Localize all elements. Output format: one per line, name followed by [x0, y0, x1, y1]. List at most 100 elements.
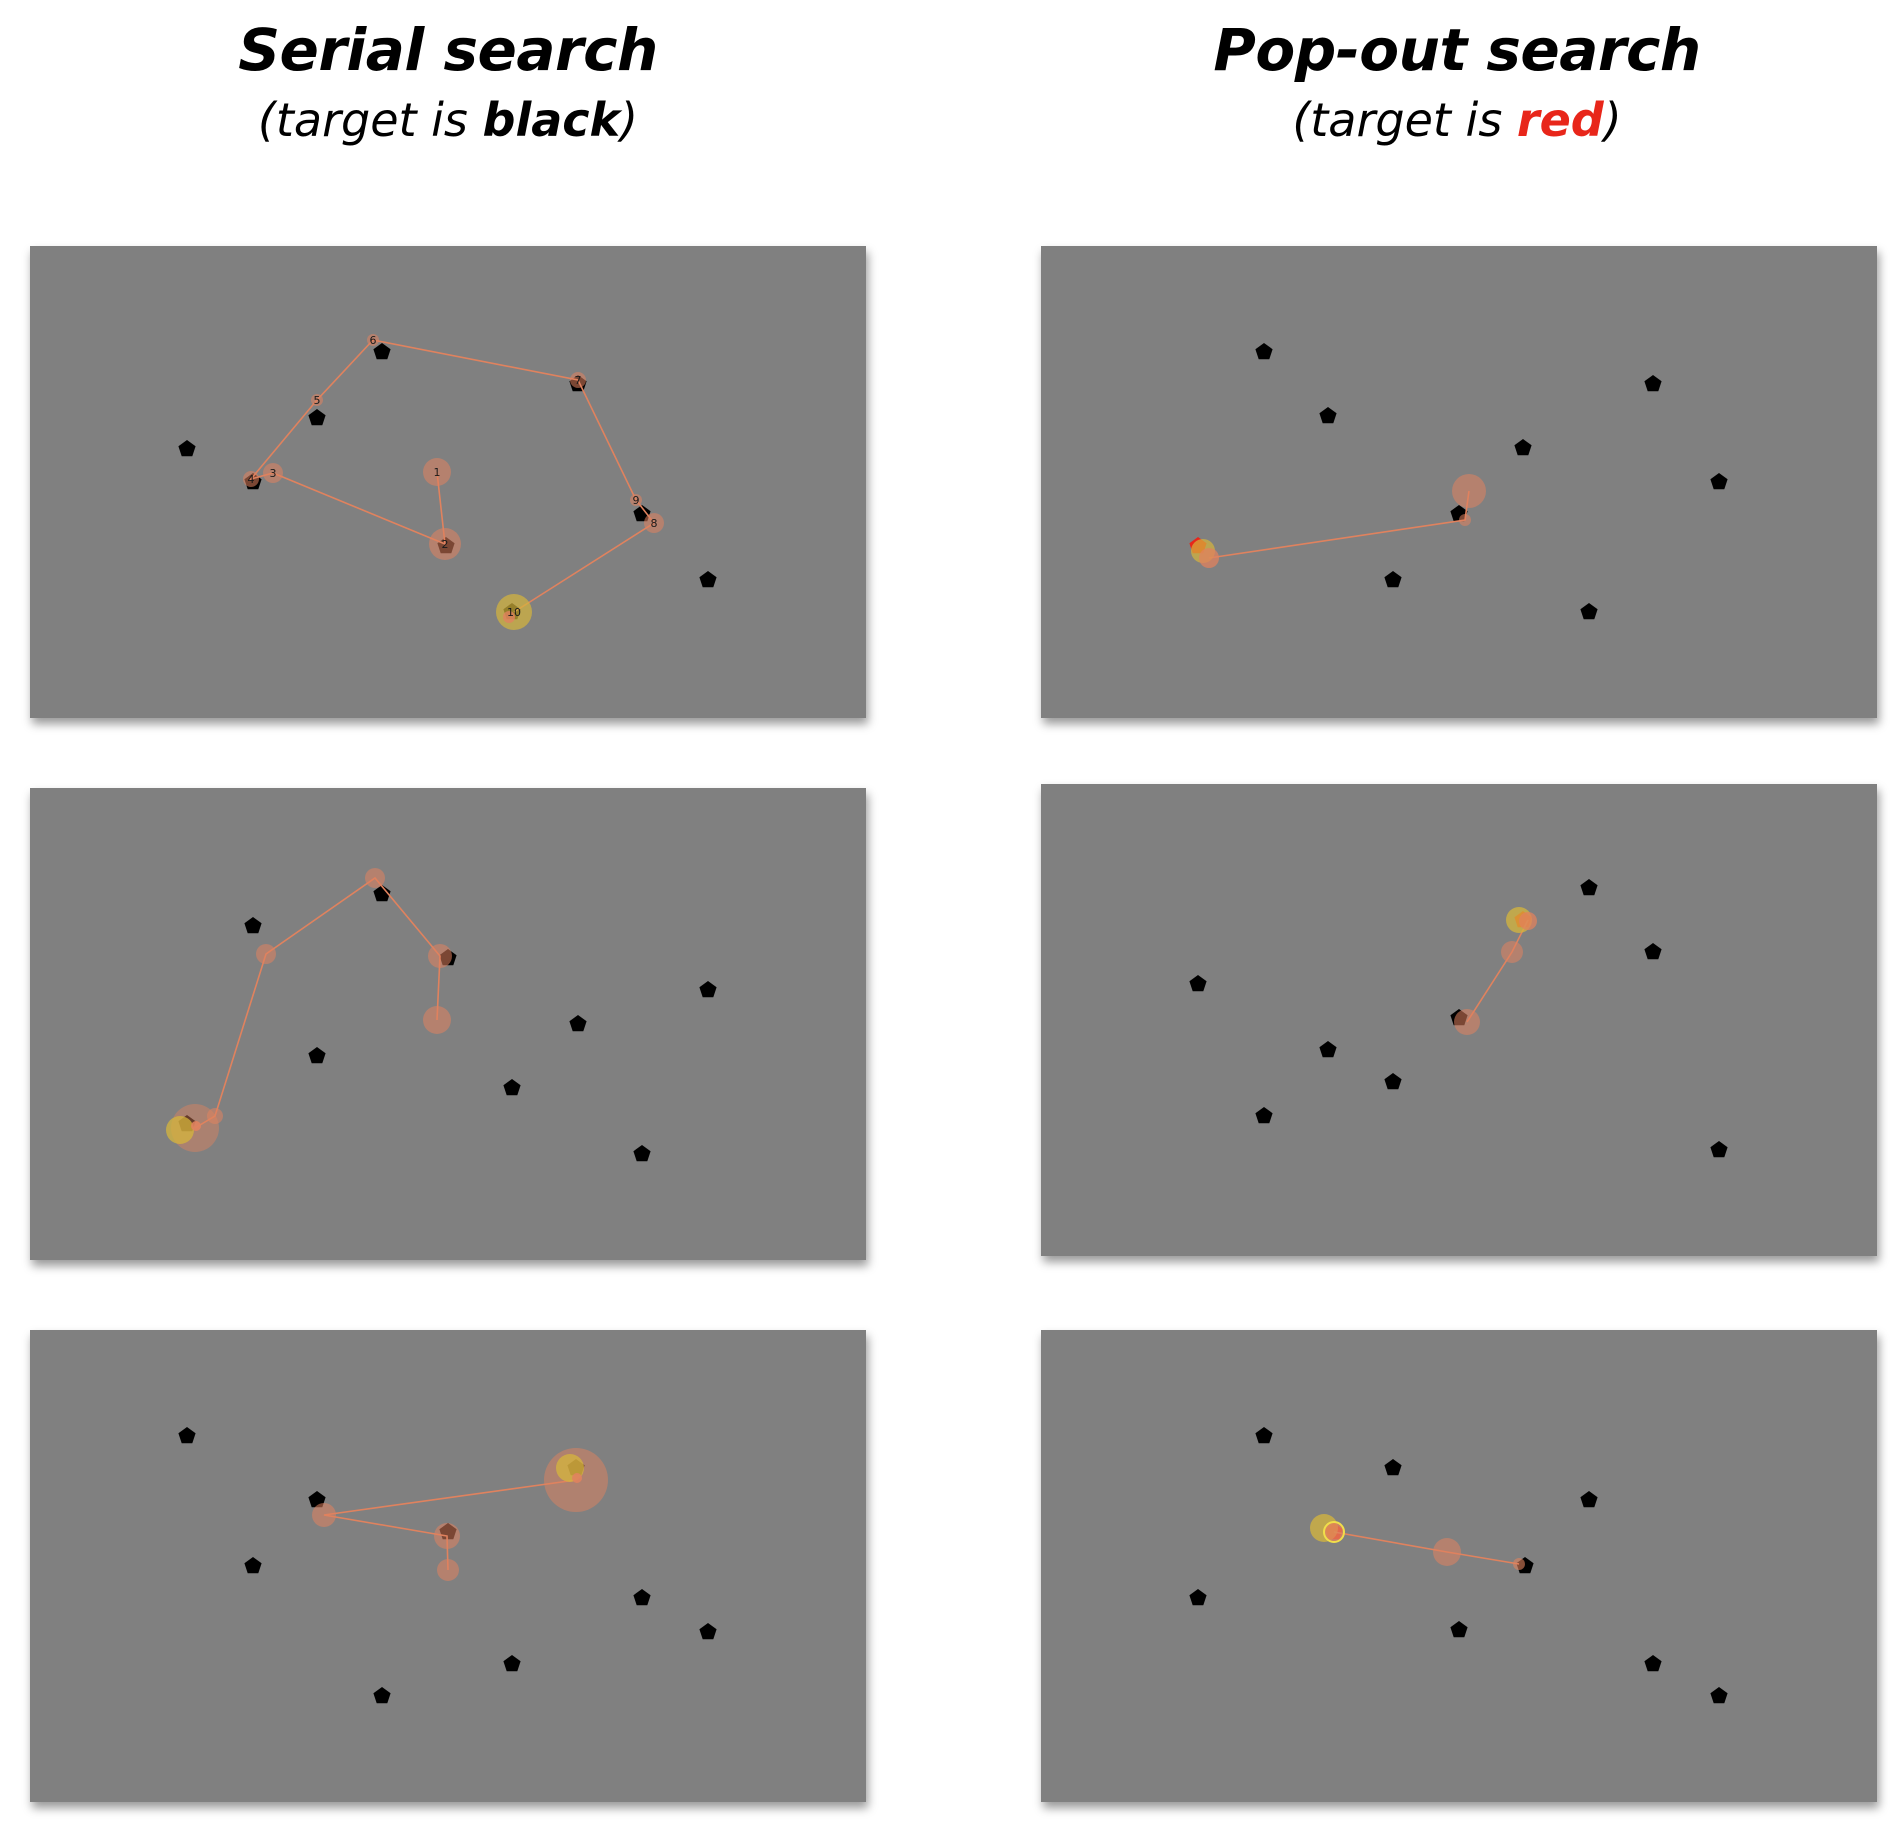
fixation-5: [311, 394, 323, 406]
popout-trial-2-canvas: [1189, 879, 1728, 1158]
fixation-label: 4: [248, 473, 255, 486]
fixation: [312, 1503, 336, 1527]
distractor-pentagon: [373, 343, 391, 360]
target-color-word: red: [1516, 93, 1604, 147]
fixations: [312, 1448, 608, 1581]
distractor-pentagon: [308, 1047, 326, 1064]
distractor-pentagon: [633, 1145, 651, 1162]
popout-search-header: Pop-out search (target is red): [1039, 10, 1875, 150]
distractor-pentagon: [1710, 1141, 1728, 1158]
popout-trial-3-canvas: [1189, 1427, 1728, 1704]
distractor-pentagon: [699, 571, 717, 588]
fixation: [437, 1559, 459, 1581]
distractor-pentagon: [633, 1589, 651, 1606]
distractor-pentagon: [1255, 1107, 1273, 1124]
fixation-label: 7: [575, 374, 582, 387]
serial-trial-panel-3: [30, 1330, 866, 1802]
distractor-pentagon: [1514, 439, 1532, 456]
serial-search-title: Serial search: [238, 16, 658, 84]
distractor-pentagon: [1710, 1687, 1728, 1704]
first-fixation: [166, 1116, 194, 1144]
fixation-10-core: [503, 611, 515, 623]
fixation-1: [423, 458, 451, 486]
fixation: [1519, 912, 1537, 930]
serial-search-subtitle: (target is black): [30, 90, 866, 150]
fixation: [1323, 1521, 1345, 1543]
fixation-3: [263, 463, 283, 483]
fixation: [434, 1523, 460, 1549]
distractor-pentagon: [1255, 1427, 1273, 1444]
subtitle-close: ): [1603, 93, 1622, 147]
fixation: [207, 1108, 223, 1124]
distractor-pentagon: [569, 1015, 587, 1032]
fixation-8: [644, 513, 664, 533]
fixations: [1454, 907, 1537, 1035]
fixation-labels: 1 2 3 4 5 6 7 8 9 10: [248, 334, 658, 619]
scanpath-line: [1333, 1531, 1520, 1565]
serial-trial-2-canvas: [166, 868, 717, 1162]
distractor-pentagon: [1384, 1073, 1402, 1090]
distractor-pentagon: [1189, 1589, 1207, 1606]
distractor-pentagon: [244, 917, 262, 934]
distractor-pentagon: [1319, 407, 1337, 424]
fixation-label: 2: [442, 538, 449, 551]
distractor-pentagon: [1644, 943, 1662, 960]
distractor-pentagon: [244, 1557, 262, 1574]
scanpath-line: [248, 339, 656, 613]
subtitle-open: (target is: [257, 93, 483, 147]
distractor-pentagon: [373, 1687, 391, 1704]
search-items: [1189, 1427, 1728, 1704]
popout-trial-1-canvas: [1189, 343, 1728, 620]
distractor-pentagon: [178, 440, 196, 457]
fixation: [1199, 548, 1219, 568]
distractor-pentagon: [373, 885, 391, 902]
distractor-pentagon: [1580, 603, 1598, 620]
subtitle-open: (target is: [1292, 93, 1517, 147]
fixations: [1310, 1514, 1525, 1570]
fixation: [428, 944, 452, 968]
fixation: [423, 1006, 451, 1034]
fixation-core: [572, 1473, 582, 1483]
popout-search-title: Pop-out search: [1213, 16, 1701, 84]
fixation-label: 1: [434, 466, 441, 479]
scanpath-line: [1208, 490, 1470, 559]
fixation: [256, 944, 276, 964]
popout-trial-panel-2: [1041, 784, 1877, 1256]
distractor-pentagon: [1255, 343, 1273, 360]
fixation-core: [191, 1121, 201, 1131]
fixation: [1459, 514, 1471, 526]
fixation-label: 3: [270, 467, 277, 480]
scanpath-line: [194, 876, 441, 1129]
distractor-pentagon: [308, 409, 326, 426]
scanpath-line: [323, 1479, 577, 1571]
fixation: [365, 868, 385, 888]
distractor-pentagon: [1644, 1655, 1662, 1672]
distractor-pentagon: [178, 1427, 196, 1444]
distractor-pentagon: [1644, 375, 1662, 392]
serial-trial-panel-2: [30, 788, 866, 1260]
fixation: [1501, 941, 1523, 963]
distractor-pentagon: [699, 1623, 717, 1640]
distractor-pentagon: [503, 1655, 521, 1672]
distractor-pentagon: [503, 1079, 521, 1096]
serial-trial-panel-1: 1 2 3 4 5 6 7 8 9 10: [30, 246, 866, 718]
distractor-pentagon: [1384, 571, 1402, 588]
fixation-label: 5: [314, 394, 321, 407]
fixation-label: 10: [507, 606, 521, 619]
fixation-7: [570, 372, 586, 388]
fixation-2: [429, 528, 461, 560]
fixation-9: [630, 494, 642, 506]
fixation-label: 6: [370, 334, 377, 347]
distractor-pentagon: [1580, 879, 1598, 896]
fixation-label: 9: [633, 494, 640, 507]
fixation-4: [243, 471, 259, 487]
distractor-pentagon: [1710, 473, 1728, 490]
fixations: [243, 334, 664, 630]
fixation: [1452, 474, 1486, 508]
fixations: [166, 868, 452, 1152]
fixation-6: [367, 334, 379, 346]
distractor-pentagon: [308, 1491, 326, 1508]
distractor-pentagon: [1319, 1041, 1337, 1058]
distractor-pentagon: [1450, 1621, 1468, 1638]
popout-trial-panel-3: [1041, 1330, 1877, 1802]
